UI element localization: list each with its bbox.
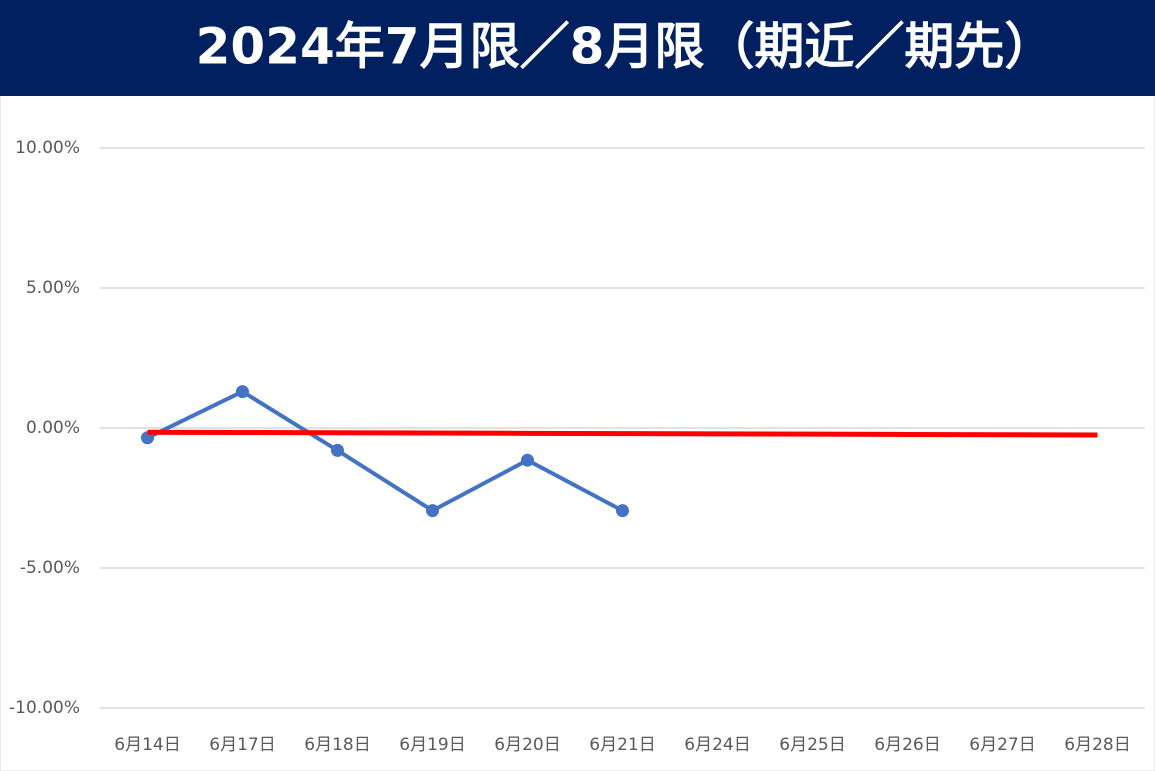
series-line bbox=[146, 389, 624, 513]
y-tick-label: 5.00% bbox=[26, 278, 80, 298]
x-tick-label: 6月19日 bbox=[399, 735, 465, 755]
point bbox=[616, 504, 629, 518]
x-tick-label: 6月25日 bbox=[779, 735, 845, 755]
y-tick-label: -5.00% bbox=[20, 558, 80, 578]
y-tick-label: 0.00% bbox=[26, 418, 80, 438]
x-tick-label: 6月21日 bbox=[589, 735, 655, 755]
x-tick-label: 6月28日 bbox=[1064, 735, 1130, 755]
point bbox=[521, 453, 534, 467]
x-tick-label: 6月24日 bbox=[684, 735, 750, 755]
point bbox=[331, 443, 344, 457]
x-tick-label: 6月18日 bbox=[304, 735, 370, 755]
y-tick-label: -10.00% bbox=[9, 698, 80, 718]
y-tick-label: 10.00% bbox=[15, 138, 80, 158]
point bbox=[426, 504, 439, 518]
x-tick-label: 6月14日 bbox=[114, 735, 180, 755]
point bbox=[236, 385, 249, 399]
chart-title: 2024年7月限／8月限（期近／期先） bbox=[196, 18, 1055, 76]
series-line bbox=[147, 429, 1098, 438]
x-tick-label: 6月20日 bbox=[494, 735, 560, 755]
x-tick-label: 6月26日 bbox=[874, 735, 940, 755]
x-tick-label: 6月27日 bbox=[969, 735, 1035, 755]
title-bar bbox=[0, 0, 1155, 96]
x-tick-label: 6月17日 bbox=[209, 735, 275, 755]
